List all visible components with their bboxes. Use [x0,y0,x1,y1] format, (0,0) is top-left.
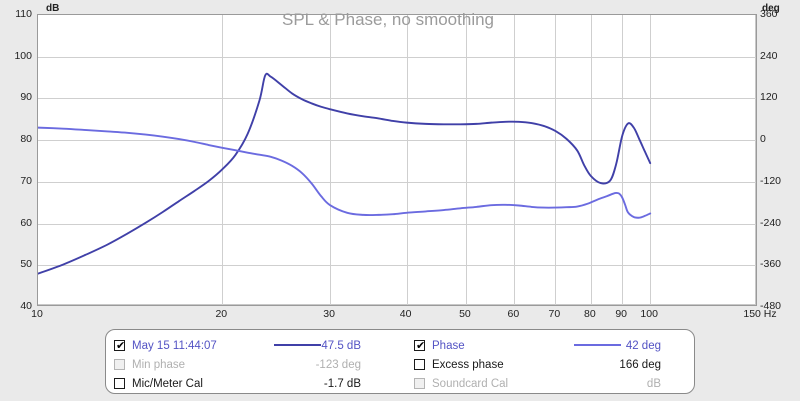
legend-label-soundcard-cal: Soundcard Cal [432,377,509,390]
y-tick-label-left: 40 [20,300,32,312]
y-tick-label-right: -480 [760,300,782,312]
x-tick-label: 90 [615,308,628,320]
y-tick-label-left: 70 [20,174,32,187]
legend-label-measurement: May 15 11:44:07 [132,339,217,352]
y-tick-label-left: 90 [20,91,32,104]
legend-label-min-phase: Min phase [132,358,186,371]
x-tick-label: 20 [215,308,228,320]
gridline-vertical [407,15,408,305]
legend-item-excess-phase[interactable]: Excess phase 166 deg [414,354,704,375]
y-tick-label-right: -240 [760,216,782,229]
plot-area[interactable] [37,14,757,306]
legend-label-mic-meter-cal: Mic/Meter Cal [132,377,203,390]
checkbox-excess-phase[interactable] [414,359,425,370]
gridline-vertical [591,15,592,305]
checkbox-measurement[interactable]: ✔ [114,340,125,351]
legend-item-measurement[interactable]: ✔ May 15 11:44:07 47.5 dB [114,335,404,356]
gridline-vertical [222,15,223,305]
gridline-horizontal [38,265,756,266]
gridline-vertical [514,15,515,305]
curve-layer [38,72,652,275]
legend-row: Mic/Meter Cal -1.7 dB Soundcard Cal dB [106,373,694,394]
x-tick-label: 30 [323,308,335,320]
legend-row: Min phase -123 deg Excess phase 166 deg [106,354,694,375]
y-tick-label-right: 0 [760,133,766,146]
x-tick-label: 50 [459,308,471,320]
legend-item-soundcard-cal[interactable]: Soundcard Cal dB [414,373,704,394]
x-tick-label: 10 [31,308,43,320]
legend-row: ✔ May 15 11:44:07 47.5 dB ✔ Phase 42 deg [106,335,694,356]
gridline-vertical [650,15,651,305]
gridline-vertical [466,15,467,305]
gridline-vertical [555,15,556,305]
x-tick-label: 60 [507,308,520,320]
legend-value-measurement: 47.5 dB [321,339,361,352]
legend-swatch-measurement [274,344,321,346]
legend-value-excess-phase: 166 deg [619,358,661,371]
checkbox-soundcard-cal[interactable] [414,378,425,389]
legend-value-mic-meter-cal: -1.7 dB [323,377,361,390]
legend-item-phase[interactable]: ✔ Phase 42 deg [414,335,704,356]
gridline-horizontal [38,57,756,58]
legend-label-phase: Phase [432,339,465,352]
x-tick-label: 80 [584,308,596,320]
curve-phase [38,126,652,219]
plot-canvas [38,15,756,305]
legend-value-phase: 42 deg [625,339,661,352]
legend-panel[interactable]: ✔ May 15 11:44:07 47.5 dB ✔ Phase 42 deg Min p… [105,329,695,394]
gridline-vertical [622,15,623,305]
checkbox-min-phase[interactable] [114,359,125,370]
y-tick-label-right: -360 [760,258,782,271]
y-tick-label-left: 50 [20,258,32,271]
legend-swatch-phase [574,344,621,346]
gridline-horizontal [38,182,756,183]
curve-may-15-11-44-07 [38,72,652,275]
y-tick-label-left: 110 [15,8,32,20]
y-tick-label-right: 240 [760,49,778,62]
y-tick-label-left: 100 [14,49,32,62]
checkbox-phase[interactable]: ✔ [414,340,425,351]
y-tick-label-left: 60 [20,216,32,229]
chart-title: SPL & Phase, no smoothing [282,10,495,29]
y-tick-label-left: 80 [20,133,32,146]
legend-label-excess-phase: Excess phase [432,358,504,371]
x-tick-label: 40 [399,308,412,320]
checkbox-mic-meter-cal[interactable] [114,378,125,389]
gridline-horizontal [38,140,756,141]
x-tick-label: 100 [640,308,658,320]
gridline-horizontal [38,98,756,99]
gridline-horizontal [38,224,756,225]
legend-item-min-phase[interactable]: Min phase -123 deg [114,354,404,375]
y-tick-label-right: -120 [760,174,782,187]
x-tick-label: 70 [548,308,561,320]
left-axis-unit-label: dB [46,3,60,14]
y-tick-label-right: 360 [760,8,778,20]
gridline-vertical [330,15,331,305]
y-tick-label-right: 120 [760,91,778,104]
check-icon: ✔ [416,339,426,352]
check-icon: ✔ [116,339,126,352]
legend-item-mic-meter-cal[interactable]: Mic/Meter Cal -1.7 dB [114,373,404,394]
x-tick-label: 150 Hz [743,308,777,320]
legend-value-min-phase: -123 deg [315,358,361,371]
right-axis-unit-label: deg [762,3,780,14]
legend-value-soundcard-cal: dB [646,377,661,390]
